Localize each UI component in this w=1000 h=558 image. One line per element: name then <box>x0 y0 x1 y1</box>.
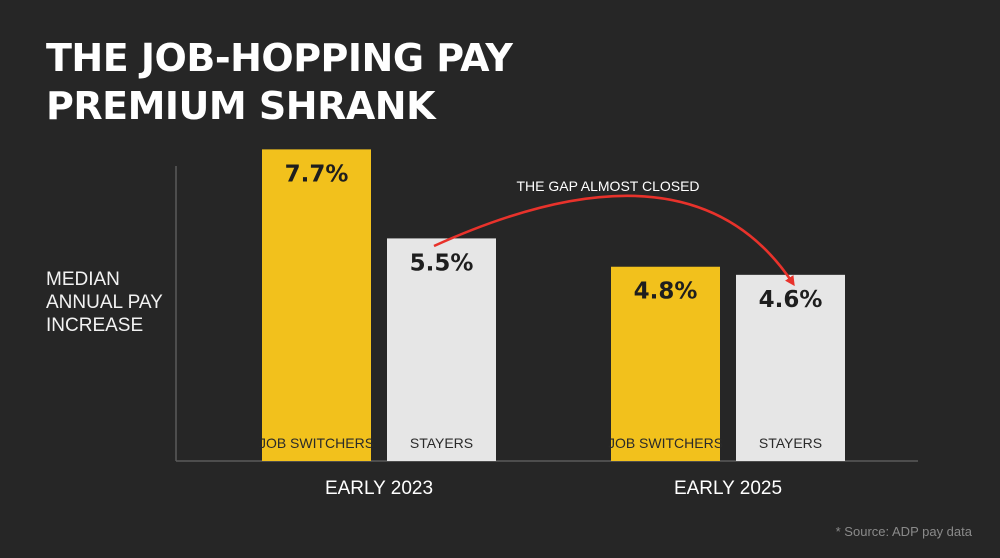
series-label-stayers-early-2023: STAYERS <box>410 435 473 451</box>
value-label-job-switchers-early-2025: 4.8% <box>634 279 698 305</box>
bars-layer: 7.7% JOB SWITCHERS 5.5% STAYERS EARLY 2023 4.… <box>259 149 845 499</box>
bar-job-switchers-early-2025 <box>611 266 720 461</box>
series-label-job-switchers-early-2023: JOB SWITCHERS <box>259 435 374 451</box>
category-label-early-2025: EARLY 2025 <box>674 478 782 499</box>
series-label-stayers-early-2025: STAYERS <box>759 435 822 451</box>
y-axis-label-line-2: ANNUAL PAY <box>46 292 163 313</box>
chart-title-line-2: PREMIUM SHRANK <box>46 84 436 128</box>
bar-stayers-early-2025 <box>736 274 845 461</box>
annotation-layer: THE GAP ALMOST CLOSED <box>433 178 795 287</box>
y-axis-label-line-1: MEDIAN <box>46 269 120 290</box>
y-axis-label: MEDIAN ANNUAL PAY INCREASE <box>46 268 176 337</box>
bar-stayers-early-2023 <box>387 238 496 461</box>
y-axis-label-line-3: INCREASE <box>46 315 144 336</box>
value-label-stayers-early-2023: 5.5% <box>410 250 474 276</box>
value-label-job-switchers-early-2023: 7.7% <box>285 161 349 187</box>
gap-arrow <box>433 194 795 287</box>
chart-title: THE JOB-HOPPING PAY PREMIUM SHRANK <box>46 34 646 130</box>
chart-title-line-1: THE JOB-HOPPING PAY <box>46 36 513 80</box>
source-note: * Source: ADP pay data <box>835 524 972 539</box>
value-label-stayers-early-2025: 4.6% <box>759 287 823 313</box>
annotation-text: THE GAP ALMOST CLOSED <box>516 178 699 194</box>
bar-job-switchers-early-2023 <box>262 149 371 461</box>
category-label-early-2023: EARLY 2023 <box>325 478 433 499</box>
series-label-job-switchers-early-2025: JOB SWITCHERS <box>608 435 723 451</box>
